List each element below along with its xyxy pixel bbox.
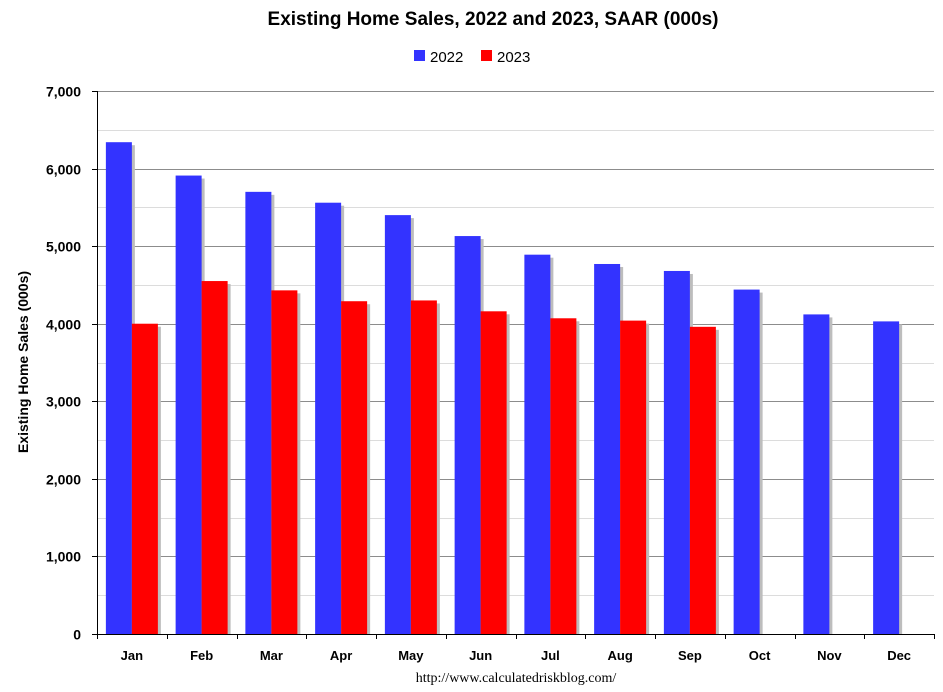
y-tick-label: 4,000 <box>46 317 81 333</box>
legend: 2022 2023 <box>414 49 530 66</box>
chart-title: Existing Home Sales, 2022 and 2023, SAAR… <box>268 9 719 30</box>
bar-2022-apr <box>315 202 342 634</box>
bar-2022-sep <box>663 270 690 634</box>
bar-2022-oct <box>733 289 760 634</box>
x-tick-label: Jan <box>121 648 143 663</box>
bar-2023-jun <box>480 311 507 634</box>
x-tick-label: Sep <box>678 648 702 663</box>
bar-2023-jul <box>550 318 577 634</box>
y-tick-label: 1,000 <box>46 549 81 565</box>
x-tick-label: Mar <box>260 648 283 663</box>
x-tick-label: Aug <box>607 648 632 663</box>
bar-2022-jun <box>454 236 481 634</box>
legend-label-2022: 2022 <box>430 49 463 66</box>
x-tick-label: Oct <box>749 648 771 663</box>
bar-2023-may <box>410 300 437 634</box>
y-tick-label: 3,000 <box>46 394 81 410</box>
x-tick-label: Feb <box>190 648 213 663</box>
bar-2022-mar <box>245 191 272 635</box>
legend-swatch-2022 <box>414 50 425 61</box>
y-tick-label: 5,000 <box>46 239 81 255</box>
bar-2022-nov <box>803 314 830 634</box>
bar-2023-mar <box>271 290 298 634</box>
bar-2023-apr <box>341 301 368 634</box>
y-axis-label: Existing Home Sales (000s) <box>15 271 31 453</box>
y-tick-label: 6,000 <box>46 162 81 178</box>
x-tick-label: Dec <box>887 648 911 663</box>
y-tick-label: 2,000 <box>46 472 81 488</box>
source-url: http://www.calculatedriskblog.com/ <box>416 671 617 686</box>
legend-swatch-2023 <box>481 50 492 61</box>
bar-2022-aug <box>594 263 621 634</box>
legend-label-2023: 2023 <box>497 49 530 66</box>
x-tick-label: Apr <box>330 648 352 663</box>
bar-2022-jul <box>524 254 551 634</box>
bar-2022-may <box>384 215 411 634</box>
bar-2022-dec <box>873 321 900 634</box>
bar-2023-jan <box>131 323 158 634</box>
x-tick-label: May <box>398 648 424 663</box>
bar-2022-feb <box>175 175 202 634</box>
x-tick-label: Jul <box>541 648 560 663</box>
bar-2023-aug <box>620 320 647 634</box>
y-tick-label: 7,000 <box>46 84 81 100</box>
bar-2022-jan <box>105 142 132 634</box>
bar-2023-feb <box>201 281 228 634</box>
x-tick-label: Jun <box>469 648 492 663</box>
y-tick-label: 0 <box>73 627 81 643</box>
plot-area: 0 1,000 2,000 3,000 4,000 5,000 6,000 7,000 Jan F… <box>46 84 935 663</box>
x-tick-label: Nov <box>817 648 842 663</box>
bar-2023-sep <box>689 326 716 634</box>
